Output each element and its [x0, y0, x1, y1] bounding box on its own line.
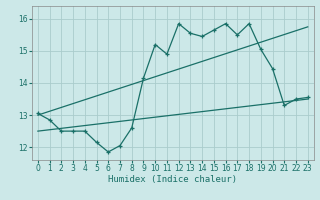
- X-axis label: Humidex (Indice chaleur): Humidex (Indice chaleur): [108, 175, 237, 184]
